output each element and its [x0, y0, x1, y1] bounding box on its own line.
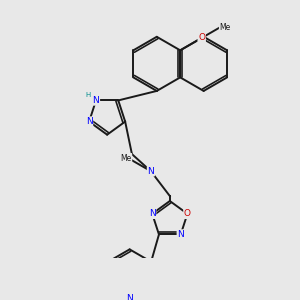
Text: O: O — [198, 33, 205, 42]
Text: N: N — [93, 96, 99, 105]
Text: N: N — [126, 295, 133, 300]
Text: N: N — [148, 167, 154, 176]
Text: N: N — [86, 117, 92, 126]
Text: H: H — [85, 92, 91, 98]
Text: N: N — [177, 230, 184, 239]
Text: N: N — [149, 209, 156, 218]
Text: Me: Me — [220, 23, 231, 32]
Text: O: O — [184, 209, 191, 218]
Text: Me: Me — [120, 154, 132, 163]
